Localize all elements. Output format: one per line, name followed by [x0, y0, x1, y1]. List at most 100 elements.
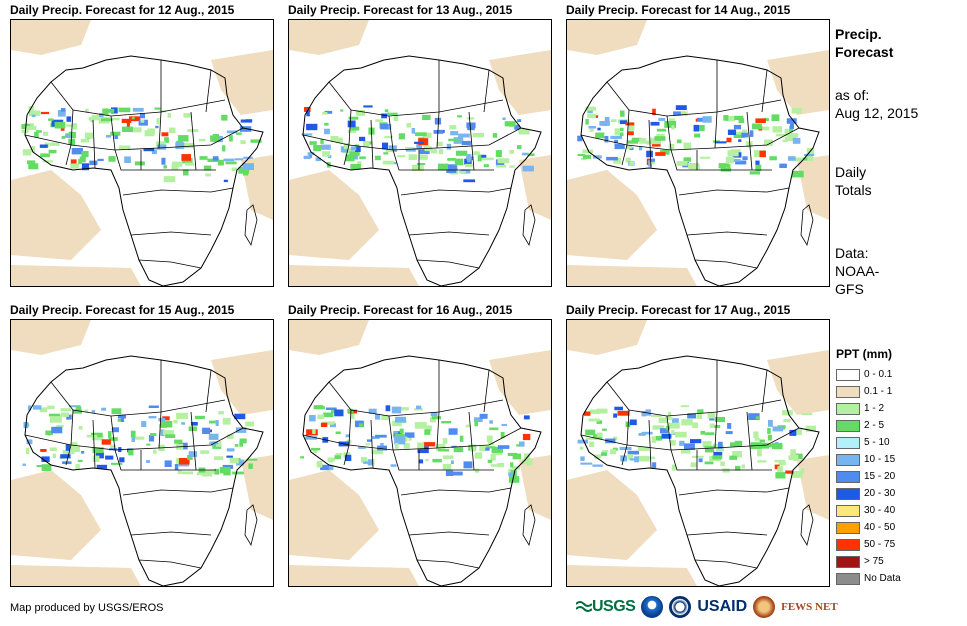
legend-row: 10 - 15 [836, 451, 901, 468]
dry-area [11, 320, 91, 355]
rain-cell [679, 440, 685, 446]
rain-cell [458, 171, 466, 173]
dry-area [567, 470, 657, 560]
rain-cell [709, 423, 715, 428]
rain-cell [789, 125, 793, 133]
rain-cell [79, 156, 86, 163]
country-border [65, 444, 72, 466]
rain-cell [110, 117, 120, 121]
rain-cell [26, 160, 36, 165]
rain-cell [105, 455, 114, 460]
rain-cell [28, 163, 39, 170]
rain-cell [188, 451, 198, 457]
legend-row: > 75 [836, 553, 901, 570]
legend-label: 10 - 15 [864, 454, 896, 465]
rain-cell [727, 164, 731, 169]
rain-cell [226, 130, 238, 134]
rain-cell [416, 143, 423, 150]
rain-cell [214, 468, 220, 475]
rain-cell [746, 141, 753, 148]
rain-cell [119, 457, 125, 463]
rain-cell [463, 461, 473, 469]
rain-cell [453, 446, 464, 453]
rain-cell [141, 421, 147, 427]
rain-cell [234, 444, 239, 447]
rain-cell [315, 157, 321, 162]
rain-cell [604, 136, 609, 143]
rain-cell [627, 450, 639, 455]
country-border [400, 487, 512, 496]
noaa-logo [641, 596, 664, 618]
rain-cell [41, 456, 50, 462]
country-border [348, 409, 352, 446]
rain-cell [649, 158, 655, 162]
country-border [694, 559, 758, 569]
rain-cell [347, 129, 357, 133]
rain-cell [741, 464, 746, 469]
rain-cell [139, 113, 145, 119]
rain-cell [161, 157, 166, 165]
rain-cell [73, 123, 77, 130]
legend-row: 2 - 5 [836, 417, 901, 434]
rain-cell [755, 164, 762, 172]
rain-cell [459, 435, 464, 442]
usaid-logo: USAID [697, 598, 748, 615]
rain-cell [727, 150, 739, 157]
rain-cell [245, 421, 254, 427]
rain-cell [620, 110, 625, 117]
legend-label: 50 - 75 [864, 539, 896, 550]
rain-cell [424, 429, 431, 435]
country-border [138, 559, 202, 569]
rain-cell [448, 138, 460, 142]
rain-cell [794, 430, 802, 435]
rain-cell [380, 443, 384, 446]
rain-cell [165, 434, 176, 438]
rain-cell [148, 416, 157, 419]
rain-cell [483, 164, 489, 168]
rain-cell [301, 133, 313, 136]
rain-cell [140, 119, 145, 123]
rain-cell [313, 145, 321, 152]
rain-cell [495, 150, 502, 157]
rain-cell [698, 458, 703, 463]
rain-cell [153, 449, 157, 454]
rain-cell [614, 128, 620, 136]
rain-cell [324, 128, 330, 135]
dry-area [11, 470, 101, 560]
rain-cell [445, 470, 454, 476]
rain-cell [351, 413, 355, 419]
country-border [436, 411, 440, 449]
rain-cell [423, 442, 436, 447]
rain-cell [780, 425, 786, 428]
madagascar-outline [800, 204, 814, 247]
rain-cell [489, 420, 493, 424]
dry-area [567, 320, 647, 355]
rain-cell [245, 119, 253, 122]
legend-row: 20 - 30 [836, 485, 901, 502]
rain-cell [174, 464, 179, 471]
rain-cell [398, 133, 405, 140]
rain-cell [589, 409, 600, 414]
rain-cell [102, 108, 109, 116]
rain-cell [759, 150, 766, 158]
legend-label: 0.1 - 1 [864, 386, 893, 397]
rain-cell [228, 135, 233, 142]
rain-cell [71, 446, 80, 452]
rain-cell [151, 149, 157, 155]
rain-cell [377, 445, 387, 451]
madagascar-outline [522, 504, 536, 547]
rain-cell [718, 163, 727, 169]
rain-cell [382, 142, 389, 150]
rain-cell [24, 125, 37, 130]
rain-cell [363, 105, 373, 108]
rain-cell [40, 111, 50, 115]
rain-cell [26, 447, 30, 455]
rain-cell [304, 107, 311, 112]
rain-cell [22, 463, 26, 466]
rain-cell [522, 165, 534, 172]
legend-label: No Data [864, 573, 901, 584]
rain-cell [448, 428, 458, 435]
rain-cell [492, 133, 498, 138]
precip-map [288, 319, 552, 587]
rain-cell [800, 468, 805, 474]
